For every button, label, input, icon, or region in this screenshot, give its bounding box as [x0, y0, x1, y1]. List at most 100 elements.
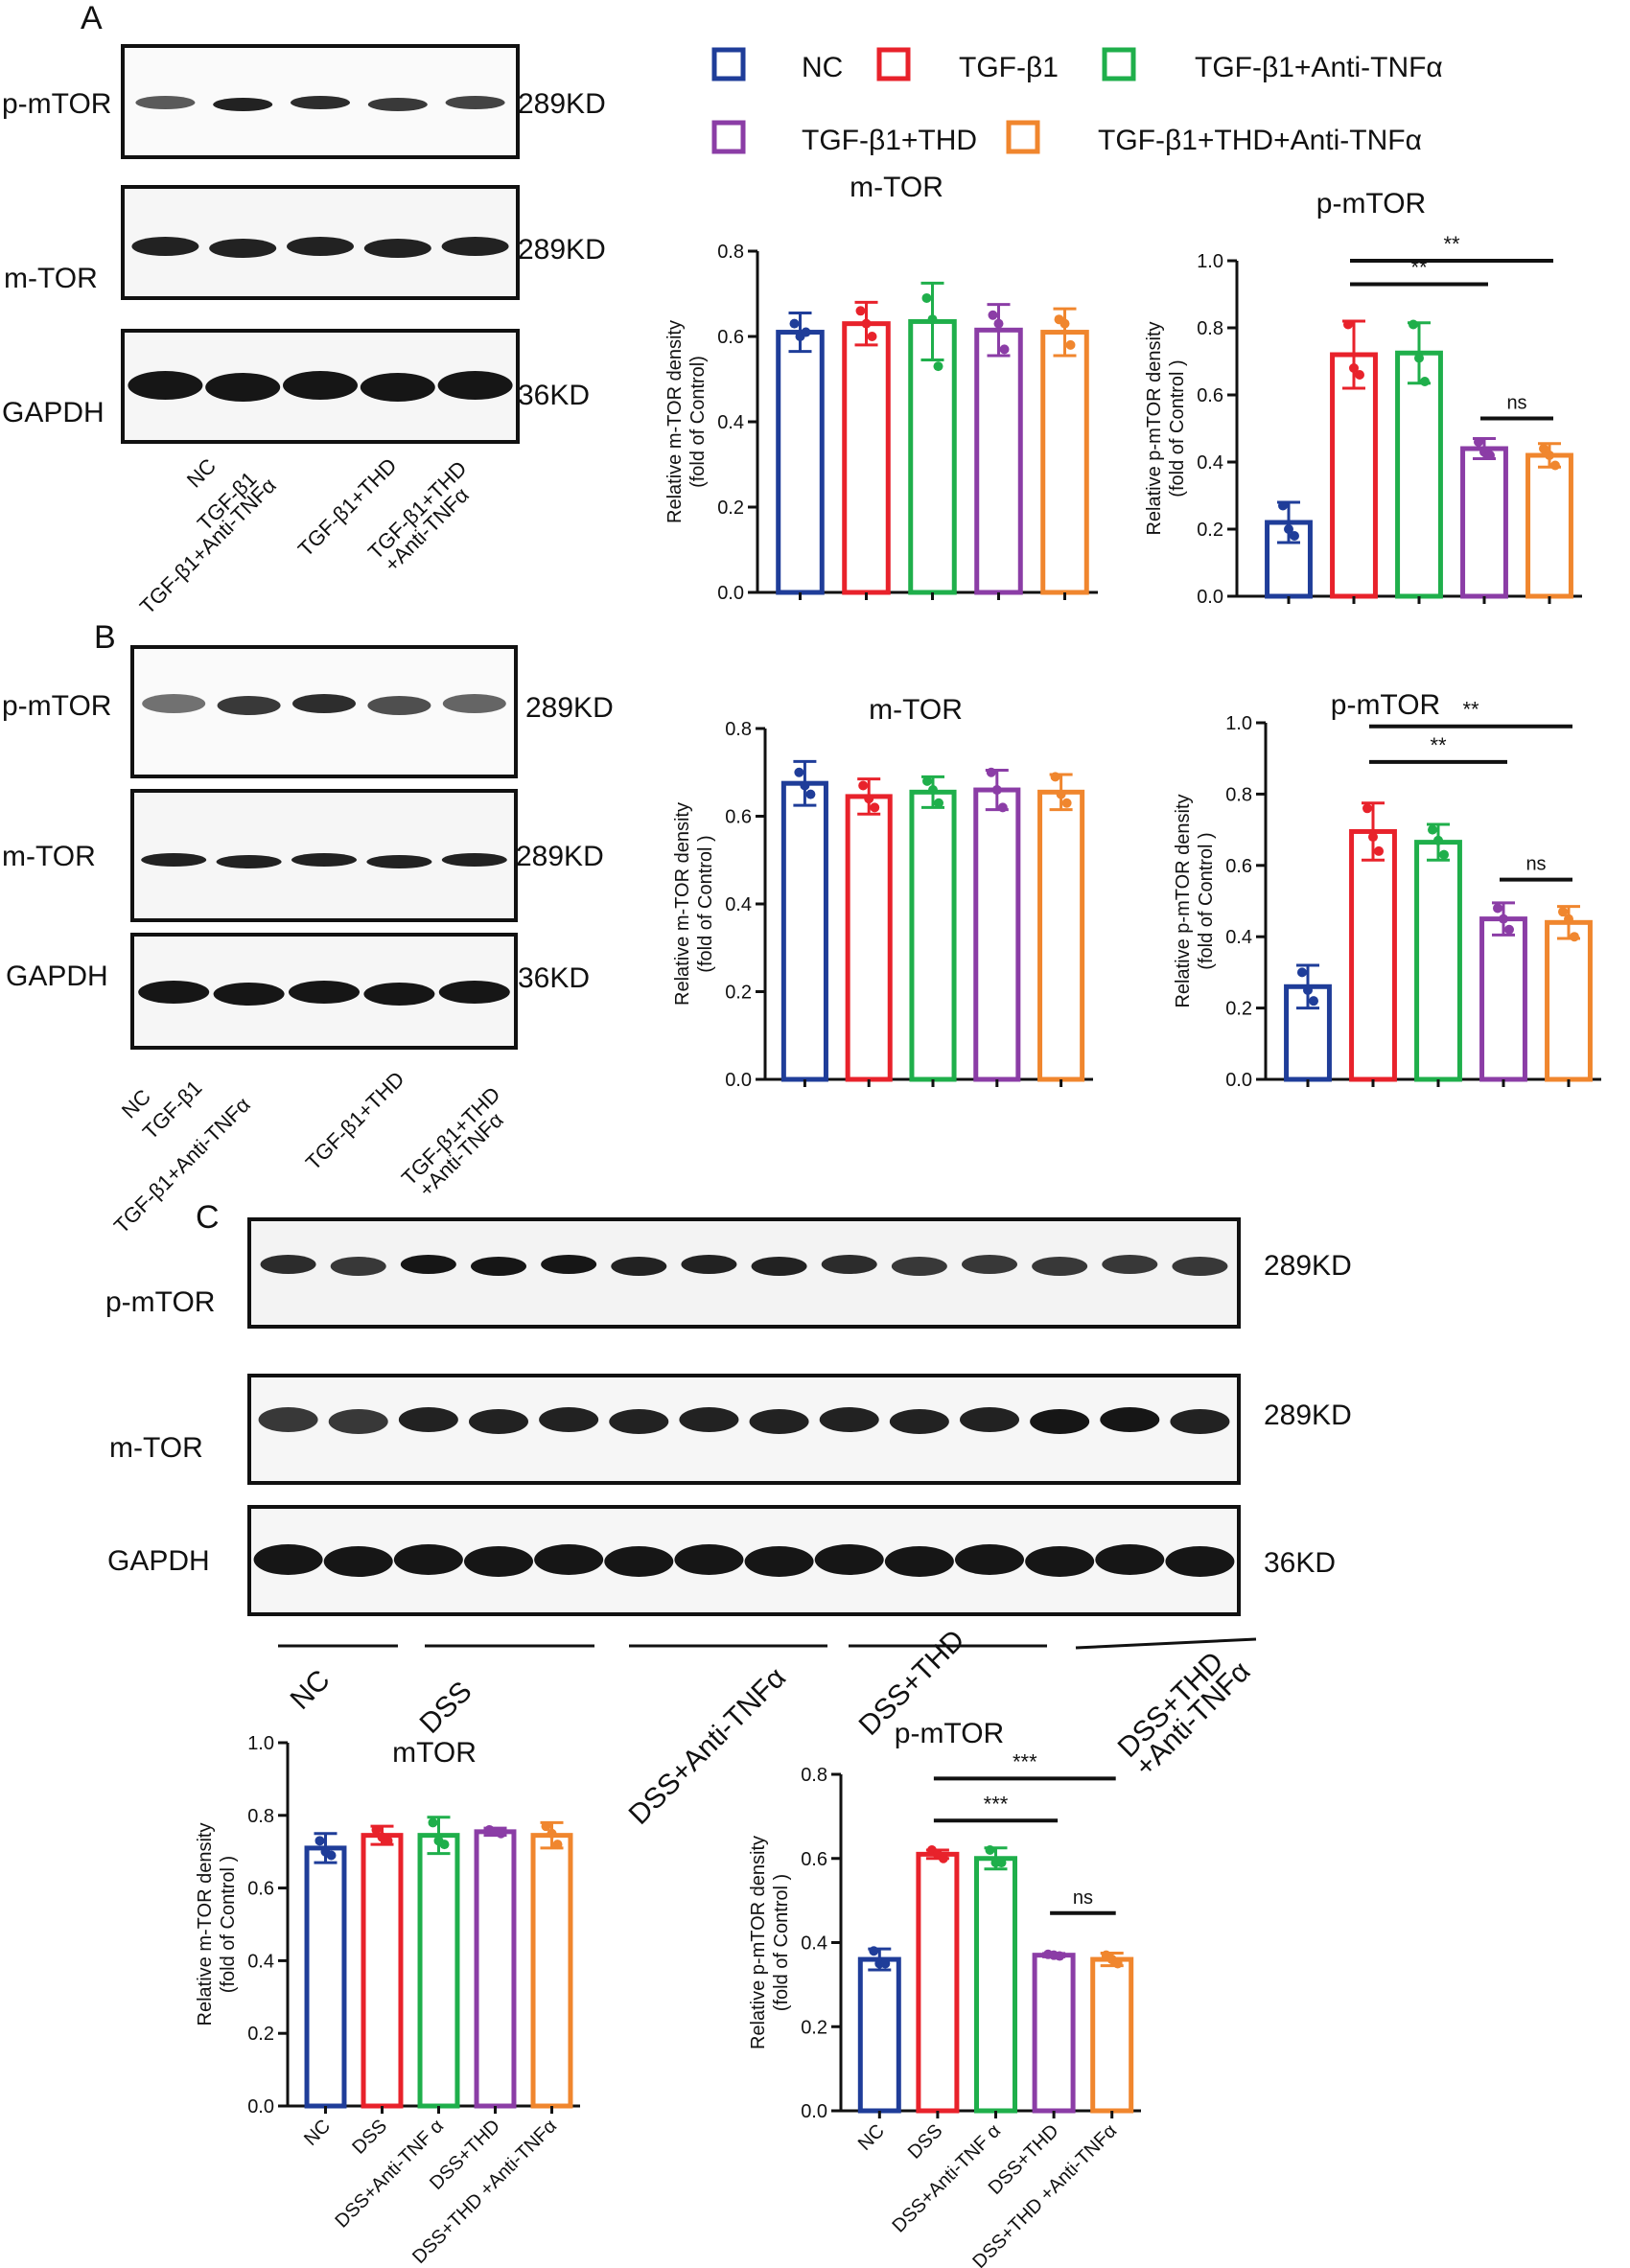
blot-c-gapdh-band — [884, 1546, 954, 1577]
bar — [776, 330, 825, 595]
bar — [1349, 828, 1397, 1082]
bar — [845, 794, 893, 1082]
y-tick-label: 0.2 — [1225, 999, 1252, 1020]
y-tick-label: 0.0 — [1197, 587, 1223, 608]
y-axis-label: (fold of Control ) — [1167, 359, 1188, 497]
chart-title: p-mTOR — [1316, 188, 1426, 220]
blot-a-pmtor-band — [445, 96, 505, 109]
blot-c-mtor-band — [1030, 1409, 1090, 1434]
data-point — [928, 785, 938, 796]
data-point — [801, 327, 811, 337]
chart-title: mTOR — [392, 1737, 477, 1769]
panel-letter-c: C — [196, 1199, 220, 1236]
data-point — [541, 1821, 551, 1832]
data-point — [439, 1840, 450, 1850]
y-axis-label: (fold of Control ) — [771, 1874, 792, 2011]
blot-c-gapdh-band — [464, 1546, 533, 1577]
data-point — [996, 1858, 1007, 1868]
y-tick-label: 0.6 — [801, 1849, 827, 1870]
data-point — [864, 794, 874, 804]
y-axis-label: (fold of Control ) — [218, 1856, 239, 1993]
data-point — [991, 785, 1002, 796]
blot-a-lane-nc: NC — [182, 453, 221, 492]
data-point — [867, 332, 877, 341]
blot-b-pmtor-band — [217, 696, 281, 715]
data-point — [1309, 996, 1318, 1007]
legend-swatch-nc — [711, 47, 746, 81]
y-tick-label: 0.8 — [247, 1806, 274, 1827]
blot-c-pmtor-band — [962, 1255, 1017, 1274]
blot-c-gapdh-band — [814, 1544, 884, 1575]
blot-b-mtor-kd: 289KD — [516, 841, 604, 872]
data-point — [428, 1817, 438, 1828]
blot-b-pmtor-label: p-mTOR — [2, 690, 111, 722]
data-point — [985, 1844, 995, 1855]
blot-c-mtor-band — [609, 1409, 669, 1434]
significance-label: ** — [1462, 698, 1479, 722]
significance-label: ns — [1525, 854, 1546, 875]
y-tick-label: 0.4 — [801, 1933, 827, 1955]
y-tick-label: 0.6 — [247, 1879, 274, 1900]
data-point — [1061, 798, 1072, 808]
data-point — [999, 344, 1010, 355]
x-tick-label: DSS — [904, 2120, 947, 2164]
significance-label: *** — [984, 1792, 1009, 1816]
chart-c-pmtor: p-mTOR 0.0 0.2 0.4 0.6 0.8 Relative p-mTOR den… — [748, 1718, 1141, 2268]
blot-c-mtor-kd: 289KD — [1264, 1400, 1352, 1431]
blot-a-mtor-band — [363, 239, 431, 258]
y-tick-label: 0.2 — [801, 2017, 827, 2038]
data-point — [1564, 914, 1573, 924]
blot-c-mtor-band — [258, 1407, 318, 1432]
blot-c-gapdh-band — [674, 1544, 744, 1575]
blot-a-pmtor-label: p-mTOR — [2, 88, 111, 120]
blot-c-mtor-band — [819, 1407, 879, 1432]
blot-c-mtor-label: m-TOR — [109, 1432, 203, 1464]
data-point — [1414, 353, 1424, 363]
data-point — [1060, 318, 1070, 329]
data-point — [861, 318, 872, 329]
blot-c-gapdh-label: GAPDH — [107, 1545, 210, 1577]
bar — [1479, 916, 1527, 1082]
data-point — [1355, 370, 1364, 380]
blot-c-pmtor-kd: 289KD — [1264, 1250, 1352, 1282]
data-point — [371, 1824, 382, 1835]
y-tick-label: 1.0 — [247, 1733, 274, 1754]
y-tick-label: 0.0 — [247, 2096, 274, 2118]
blot-a-gapdh-band — [437, 371, 513, 400]
blot-c-mtor-band — [398, 1407, 458, 1432]
x-tick-label: NC — [854, 2120, 889, 2155]
blot-c-mtor-band — [679, 1407, 739, 1432]
x-tick-label: DSS+Anti-TNF α — [888, 2120, 1005, 2237]
data-point — [922, 775, 932, 786]
y-axis-label: Relative p-mTOR density — [748, 1836, 769, 2049]
blot-panel-a: p-mTOR m-TOR GAPDH 289KD 289KD 36KD NC T… — [2, 44, 606, 619]
bar — [857, 1956, 901, 2114]
blot-c-pmtor-band — [891, 1257, 947, 1276]
y-tick-label: 0.0 — [801, 2101, 827, 2122]
data-point — [1065, 339, 1076, 350]
blot-c-pmtor-band — [1102, 1255, 1158, 1274]
bar — [1037, 789, 1085, 1082]
blot-a-pmtor-band — [291, 96, 350, 109]
blot-b-gapdh-band — [138, 981, 210, 1004]
y-tick-label: 0.2 — [1197, 520, 1223, 541]
data-point — [1433, 835, 1443, 845]
x-tick-label: NC — [300, 2116, 335, 2150]
blot-b-gapdh-band — [438, 981, 510, 1004]
blot-c-pmtor-frame — [247, 1217, 1241, 1329]
y-tick-label: 1.0 — [1225, 713, 1252, 734]
blot-c-gapdh-band — [744, 1546, 814, 1577]
y-tick-label: 0.8 — [1225, 784, 1252, 805]
blot-b-gapdh-band — [289, 981, 360, 1004]
data-point — [1112, 1958, 1123, 1969]
data-point — [1343, 319, 1353, 330]
data-point — [933, 361, 943, 372]
bar — [1414, 840, 1462, 1082]
data-point — [938, 1853, 948, 1863]
chart-b-pmtor: p-mTOR 0.0 0.2 0.4 0.6 0.8 1.0 Relative p-mTOR … — [1173, 689, 1601, 1091]
y-tick-label: 0.0 — [725, 1070, 752, 1091]
data-point — [1499, 914, 1508, 924]
data-point — [496, 1828, 506, 1839]
blot-b-pmtor-kd: 289KD — [525, 692, 614, 724]
